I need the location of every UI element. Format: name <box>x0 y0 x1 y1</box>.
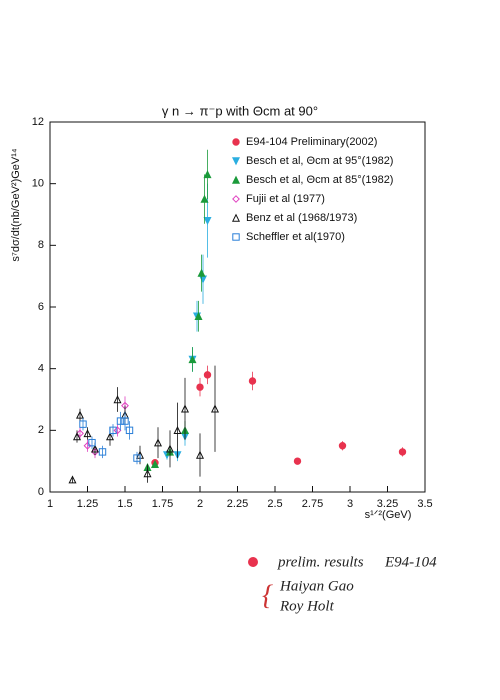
hand-dot <box>248 557 258 567</box>
marker <box>203 371 212 379</box>
y-tick-label: 2 <box>38 424 44 436</box>
y-tick-label: 6 <box>38 301 44 313</box>
marker <box>196 383 204 391</box>
x-tick-label: 3 <box>347 498 353 510</box>
marker <box>76 429 84 438</box>
marker <box>72 432 82 441</box>
marker <box>231 175 241 184</box>
marker <box>198 275 208 284</box>
marker <box>88 438 96 447</box>
marker <box>133 454 141 462</box>
marker <box>203 216 212 225</box>
legend-label: Fujii et al (1977) <box>246 193 325 205</box>
marker <box>231 157 241 166</box>
y-axis-label: s⁷dσ/dt(nb/GeV²)GeV¹⁴ <box>10 148 22 262</box>
annotation: prelim. results <box>277 554 364 570</box>
marker <box>125 426 134 435</box>
y-tick-label: 8 <box>38 239 44 251</box>
marker <box>153 438 163 447</box>
marker <box>109 426 117 435</box>
marker <box>116 417 125 425</box>
marker <box>210 404 220 413</box>
x-axis-label: s¹ᐟ²(GeV) <box>365 509 412 521</box>
legend-label: Scheffler et al(1970) <box>246 231 345 243</box>
marker <box>68 475 77 484</box>
marker <box>232 195 240 203</box>
marker <box>200 194 209 203</box>
marker <box>113 395 122 404</box>
marker <box>188 355 197 364</box>
x-tick-label: 1 <box>47 498 53 510</box>
x-tick-label: 3.25 <box>377 498 398 510</box>
x-tick-label: 1.5 <box>117 498 132 510</box>
x-tick-label: 2 <box>197 498 203 510</box>
marker <box>150 459 160 468</box>
annotation: Haiyan Gao <box>279 578 354 594</box>
x-tick-label: 3.5 <box>417 498 432 510</box>
marker <box>232 233 240 241</box>
marker <box>113 426 122 435</box>
marker <box>195 450 205 459</box>
marker <box>194 311 203 320</box>
marker <box>293 457 302 465</box>
marker <box>143 469 152 478</box>
marker <box>248 377 257 385</box>
y-tick-label: 10 <box>32 178 44 190</box>
marker <box>121 417 129 425</box>
marker <box>75 410 85 419</box>
chart-title: γ n → π⁻p with Θcm at 90° <box>162 103 318 118</box>
x-tick-label: 1.25 <box>77 498 98 510</box>
x-tick-label: 2.25 <box>227 498 248 510</box>
y-tick-label: 0 <box>38 486 44 498</box>
x-tick-label: 2.5 <box>267 498 282 510</box>
legend-label: Benz et al (1968/1973) <box>246 212 357 224</box>
annotation: E94-104 <box>384 554 437 570</box>
annotation: Roy Holt <box>279 598 335 614</box>
legend-label: E94-104 Preliminary(2002) <box>246 136 377 148</box>
marker <box>79 420 87 428</box>
marker <box>90 444 100 453</box>
marker <box>173 426 182 435</box>
legend-label: Besch et al, Θcm at 85°(1982) <box>246 174 393 186</box>
brace: { <box>262 580 273 611</box>
marker <box>231 213 241 222</box>
marker <box>197 268 206 277</box>
marker <box>83 429 92 438</box>
marker <box>83 441 92 450</box>
y-tick-label: 12 <box>32 116 44 128</box>
marker <box>165 444 175 453</box>
x-tick-label: 1.75 <box>152 498 173 510</box>
marker <box>232 138 240 146</box>
marker <box>105 432 115 441</box>
y-tick-label: 4 <box>38 363 44 375</box>
x-tick-label: 2.75 <box>302 498 323 510</box>
marker <box>398 448 407 456</box>
legend-label: Besch et al, Θcm at 95°(1982) <box>246 155 393 167</box>
marker <box>98 448 107 456</box>
marker <box>338 442 347 450</box>
marker <box>203 170 212 179</box>
marker <box>180 404 190 413</box>
